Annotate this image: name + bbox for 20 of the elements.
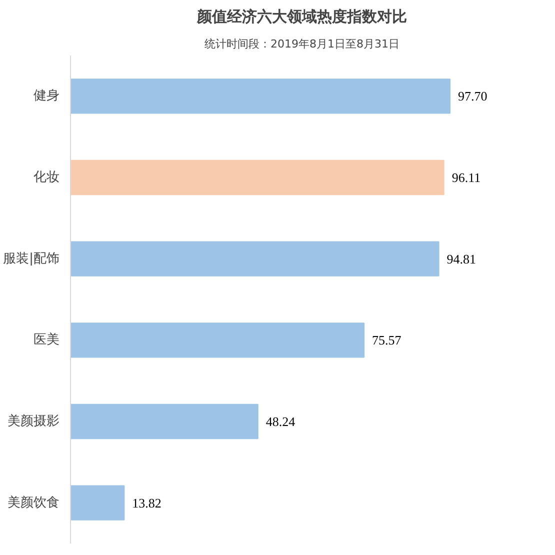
bar [70,78,451,114]
data-label: 97.70 [458,88,488,104]
y-tick-label: 美颜摄影 [8,413,60,429]
bar [70,485,125,520]
data-label: 96.11 [452,170,481,185]
y-tick-label: 化妆 [34,170,60,185]
chart-title: 颜值经济六大领域热度指数对比 [196,8,407,26]
y-tick-label: 服装|配饰 [3,251,60,266]
y-tick-label: 美颜饮食 [8,494,60,510]
data-label: 94.81 [446,251,476,266]
bar [70,322,365,358]
y-tick-label: 健身 [34,88,60,104]
bar [70,404,258,440]
data-label: 13.82 [132,495,162,510]
chart-subtitle: 统计时间段：2019年8月1日至8月31日 [204,38,400,50]
data-label: 48.24 [266,414,296,429]
y-tick-label: 医美 [34,332,60,348]
bar [70,241,440,276]
bar [70,160,444,196]
data-label: 75.57 [372,332,402,348]
